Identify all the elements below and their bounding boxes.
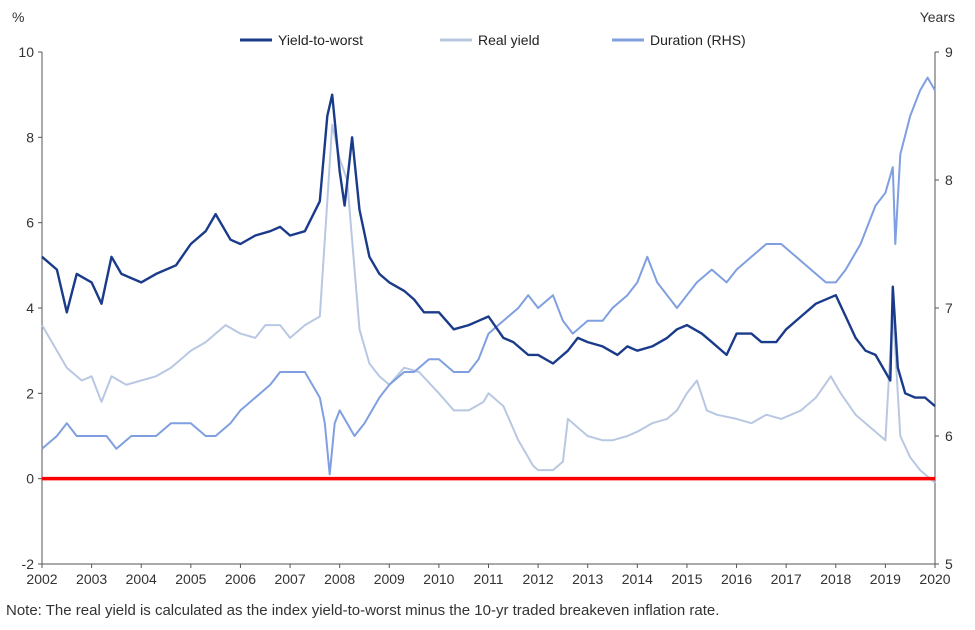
y2-tick-label: 9 (945, 44, 953, 60)
x-tick-label: 2006 (225, 571, 256, 587)
y-tick-label: 2 (26, 385, 34, 401)
x-tick-label: 2014 (622, 571, 653, 587)
legend-label: Yield-to-worst (278, 32, 363, 48)
y-tick-label: 6 (26, 215, 34, 231)
y-tick-label: -2 (22, 556, 35, 572)
chart-note: Note: The real yield is calculated as th… (6, 602, 720, 619)
x-tick-label: 2019 (870, 571, 901, 587)
x-tick-label: 2002 (26, 571, 57, 587)
y-tick-label: 4 (26, 300, 34, 316)
y-tick-label: 10 (18, 44, 34, 60)
y2-tick-label: 6 (945, 428, 953, 444)
x-tick-label: 2015 (671, 571, 702, 587)
x-tick-label: 2009 (374, 571, 405, 587)
x-tick-label: 2017 (771, 571, 802, 587)
chart: -2 0 2 4 6 8 10 5 6 7 8 9 2002 2003 2004 2005 2006 2007 20… (12, 9, 955, 587)
x-tick-label: 2003 (76, 571, 107, 587)
legend-label: Duration (RHS) (650, 32, 746, 48)
axes: -2 0 2 4 6 8 10 5 6 7 8 9 2002 2003 2004 2005 2006 2007 20… (12, 9, 955, 587)
y-tick-label: 8 (26, 129, 34, 145)
x-tick-label: 2004 (126, 571, 157, 587)
legend: Yield-to-worst Real yield Duration (RHS) (240, 32, 746, 48)
x-tick-label: 2012 (523, 571, 554, 587)
x-tick-label: 2013 (572, 571, 603, 587)
x-tick-label: 2020 (919, 571, 950, 587)
series-line-duration-rhs (41, 76, 936, 476)
left-axis-unit: % (12, 9, 24, 25)
x-tick-label: 2016 (721, 571, 752, 587)
y2-tick-label: 8 (945, 172, 953, 188)
series-layer (41, 76, 936, 484)
x-tick-label: 2011 (473, 571, 503, 587)
y-tick-label: 0 (26, 471, 34, 487)
x-tick-label: 2018 (820, 571, 851, 587)
series-line-real-yield (41, 123, 936, 484)
x-tick-label: 2007 (274, 571, 305, 587)
y2-tick-label: 7 (945, 300, 953, 316)
series-line-yield-to-worst (41, 93, 936, 408)
right-axis-unit: Years (920, 9, 955, 25)
x-tick-label: 2008 (324, 571, 355, 587)
x-tick-label: 2010 (423, 571, 454, 587)
legend-label: Real yield (478, 32, 539, 48)
x-tick-label: 2005 (175, 571, 206, 587)
y2-tick-label: 5 (945, 556, 953, 572)
